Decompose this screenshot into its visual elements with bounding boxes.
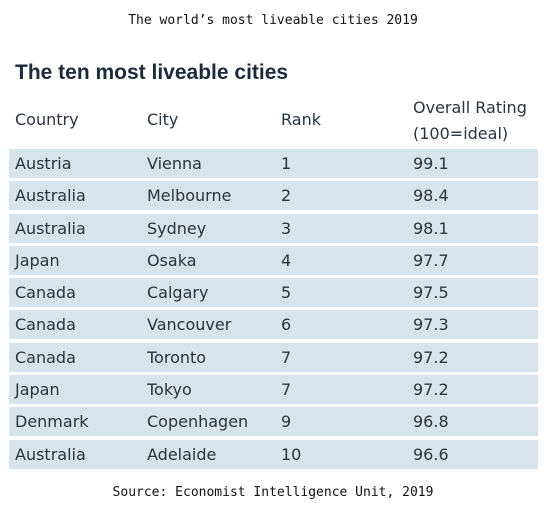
- cell-rating: 97.5: [413, 283, 449, 303]
- cell-rank: 7: [281, 347, 292, 367]
- cell-country: Austria: [15, 154, 72, 173]
- cell-rank: 3: [281, 218, 292, 238]
- table-row: Australia Sydney 3 98.1: [9, 213, 538, 243]
- rating-header-line1: Overall Rating: [413, 98, 527, 117]
- cell-rank: 6: [281, 315, 292, 335]
- table-row: Denmark Copenhagen 9 96.8: [9, 407, 538, 437]
- rating-header-line2: (100=ideal): [413, 124, 509, 143]
- cell-rating: 97.7: [413, 250, 449, 270]
- cell-rating: 99.1: [413, 154, 449, 173]
- table-row: Australia Melbourne 2 98.4: [9, 181, 538, 211]
- column-header-city: City: [147, 110, 179, 129]
- table-row: Austria Vienna 1 99.1: [9, 149, 538, 178]
- cell-rank: 9: [281, 412, 292, 432]
- cell-country: Canada: [15, 283, 76, 303]
- table-row: Japan Osaka 4 97.7: [9, 245, 538, 275]
- table-row: Australia Adelaide 10 96.6: [9, 439, 538, 469]
- cell-rank: 5: [281, 283, 292, 303]
- cell-city: Toronto: [147, 347, 207, 367]
- table-title: The ten most liveable cities: [15, 61, 289, 84]
- cell-country: Canada: [15, 347, 76, 367]
- figure-caption: The world’s most liveable cities 2019: [128, 13, 418, 28]
- cell-city: Sydney: [147, 218, 207, 238]
- cell-country: Canada: [15, 315, 76, 335]
- cell-city: Tokyo: [147, 380, 192, 400]
- cell-rank: 7: [281, 380, 292, 400]
- column-header-country: Country: [15, 110, 79, 129]
- column-header-rank: Rank: [281, 110, 321, 129]
- cell-country: Denmark: [15, 412, 89, 432]
- cell-city: Melbourne: [147, 186, 232, 206]
- cell-rank: 1: [281, 154, 292, 173]
- cell-country: Japan: [15, 380, 60, 400]
- cell-city: Osaka: [147, 250, 197, 270]
- cell-rating: 96.6: [413, 444, 449, 464]
- table-row: Canada Vancouver 6 97.3: [9, 310, 538, 340]
- cell-rating: 96.8: [413, 412, 449, 432]
- cell-rating: 97.3: [413, 315, 449, 335]
- cell-country: Australia: [15, 186, 86, 206]
- cell-country: Australia: [15, 444, 86, 464]
- cell-rank: 4: [281, 250, 292, 270]
- table-row: Canada Toronto 7 97.2: [9, 342, 538, 372]
- cell-city: Adelaide: [147, 444, 217, 464]
- cell-city: Calgary: [147, 283, 209, 303]
- cell-rating: 97.2: [413, 380, 449, 400]
- table-row: Canada Calgary 5 97.5: [9, 278, 538, 308]
- table-row: Japan Tokyo 7 97.2: [9, 375, 538, 405]
- column-header-overall-rating: Overall Rating (100=ideal): [413, 95, 527, 147]
- cell-rating: 97.2: [413, 347, 449, 367]
- cell-city: Vancouver: [147, 315, 232, 335]
- cell-rank: 2: [281, 186, 292, 206]
- source-caption: Source: Economist Intelligence Unit, 201…: [112, 485, 434, 500]
- cell-rating: 98.4: [413, 186, 449, 206]
- table-body: Austria Vienna 1 99.1 Australia Melbourn…: [9, 149, 538, 472]
- cell-country: Japan: [15, 250, 60, 270]
- cell-city: Copenhagen: [147, 412, 249, 432]
- cell-rating: 98.1: [413, 218, 449, 238]
- cell-country: Australia: [15, 218, 86, 238]
- cell-city: Vienna: [147, 154, 202, 173]
- cell-rank: 10: [281, 444, 302, 464]
